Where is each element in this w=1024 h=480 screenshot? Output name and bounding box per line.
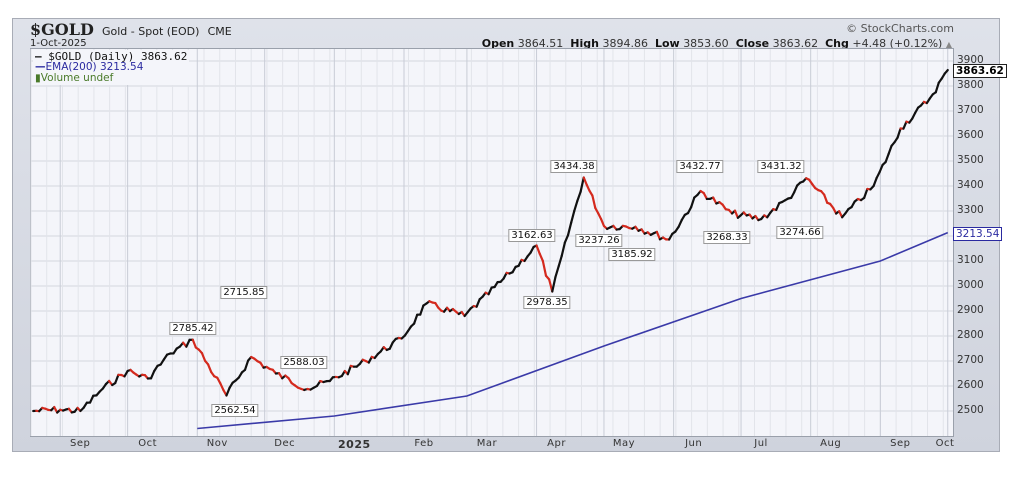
- ohlc-summary: Open 3864.51 High 3894.86 Low 3853.60 Cl…: [482, 37, 952, 50]
- close-label: Close: [735, 37, 770, 50]
- price-annotation-label: 2785.42: [169, 322, 217, 335]
- y-tick-label: 3400: [957, 179, 984, 191]
- price-annotation-label: 3274.66: [776, 226, 824, 239]
- volume-bars-icon: ▮: [35, 72, 41, 84]
- price-annotation-label: 3268.33: [703, 231, 751, 244]
- y-tick-label: 3600: [957, 129, 984, 141]
- price-annotation-label: 3431.32: [757, 160, 805, 173]
- plot-area: [30, 48, 954, 437]
- price-annotation-label: 2588.03: [280, 356, 328, 369]
- price-annotation-label: 2715.85: [220, 286, 268, 299]
- x-tick-label: 2025: [338, 438, 371, 451]
- x-tick-label: Apr: [547, 438, 566, 449]
- price-series: [32, 68, 949, 414]
- y-tick-label: 2500: [957, 404, 984, 416]
- price-annotation-label: 3434.38: [550, 160, 598, 173]
- low-value: 3853.60: [683, 37, 729, 50]
- price-annotation-label: 3432.77: [676, 160, 724, 173]
- chg-value: +4.48 (+0.12%): [852, 37, 943, 50]
- y-tick-label: 3700: [957, 104, 984, 116]
- legend-volume: ▮Volume undef: [35, 72, 114, 84]
- y-tick-label: 2900: [957, 304, 984, 316]
- price-annotation-label: 3162.63: [508, 229, 556, 242]
- ticker-symbol: $GOLD: [30, 20, 94, 39]
- x-tick-label: Sep: [70, 438, 91, 449]
- low-label: Low: [654, 37, 680, 50]
- y-tick-label: 3900: [957, 54, 984, 66]
- up-arrow-icon: ▲: [945, 40, 952, 49]
- x-tick-label: Feb: [414, 438, 434, 449]
- legend: — $GOLD (Daily) 3863.62 —EMA(200) 3213.5…: [33, 50, 190, 85]
- chart-title: $GOLD Gold - Spot (EOD) CME: [30, 20, 232, 39]
- x-tick-label: Aug: [820, 438, 842, 449]
- price-annotation-label: 3185.92: [608, 248, 656, 261]
- x-tick-label: Mar: [476, 438, 498, 449]
- open-label: Open: [481, 37, 515, 50]
- x-tick-label: Oct: [138, 438, 158, 449]
- chg-label: Chg: [825, 37, 849, 50]
- price-annotation-label: 2562.54: [211, 404, 259, 417]
- x-tick-label: Nov: [206, 438, 228, 449]
- ema-last-tag: 3213.54: [953, 227, 1003, 241]
- open-value: 3864.51: [517, 37, 564, 50]
- price-annotation-label: 3237.26: [575, 234, 623, 247]
- instrument-name: Gold - Spot (EOD): [102, 25, 200, 38]
- x-tick-label: Sep: [890, 438, 911, 449]
- x-tick-label: Oct: [935, 438, 955, 449]
- y-tick-label: 3500: [957, 154, 984, 166]
- high-label: High: [570, 37, 599, 50]
- y-tick-label: 3300: [957, 204, 984, 216]
- y-tick-label: 2800: [957, 329, 984, 341]
- legend-price: — $GOLD (Daily) 3863.62: [35, 50, 188, 63]
- y-tick-label: 3000: [957, 279, 984, 291]
- last-price-tag: 3863.62: [953, 64, 1007, 78]
- x-tick-label: Jun: [685, 438, 703, 449]
- y-tick-label: 3800: [957, 79, 984, 91]
- close-value: 3863.62: [772, 37, 819, 50]
- y-tick-label: 2600: [957, 379, 984, 391]
- chart-date: 1-Oct-2025: [30, 38, 87, 49]
- high-value: 3894.86: [602, 37, 648, 50]
- x-tick-label: Jul: [754, 438, 768, 449]
- price-annotation-label: 2978.35: [523, 296, 571, 309]
- gridlines: [30, 49, 953, 436]
- exchange-name: CME: [207, 25, 232, 38]
- legend-ema: —EMA(200) 3213.54: [35, 61, 144, 73]
- ema-line: [197, 231, 949, 430]
- y-tick-label: 2700: [957, 354, 984, 366]
- x-tick-label: May: [612, 438, 636, 449]
- x-tick-label: Dec: [274, 438, 296, 449]
- y-tick-label: 3100: [957, 254, 984, 266]
- copyright-link[interactable]: © StockCharts.com: [846, 22, 954, 35]
